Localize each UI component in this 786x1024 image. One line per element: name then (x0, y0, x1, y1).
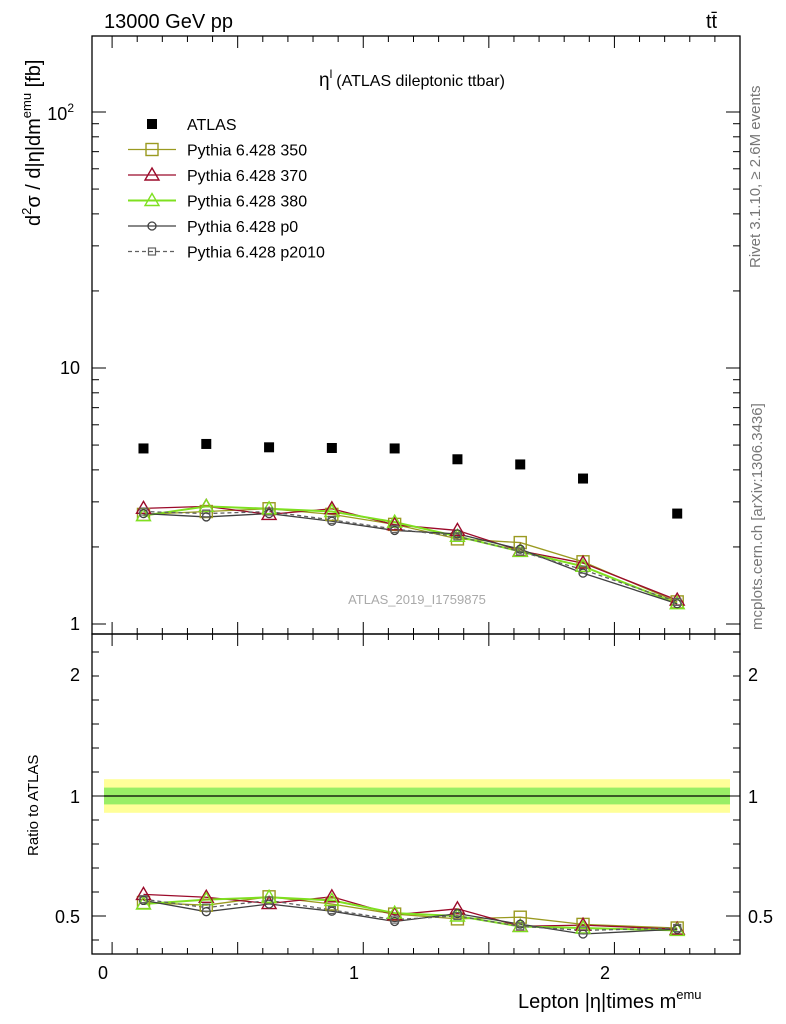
point-data-3 (326, 442, 337, 453)
ratio-band (104, 779, 730, 813)
ratio-ytick-2-right: 2 (748, 665, 758, 685)
ratio-point-p370-5 (449, 900, 466, 915)
ratio-ticks (92, 634, 741, 954)
point-p380-1 (198, 498, 215, 513)
series-line-p0 (143, 512, 678, 605)
point-p2010-6 (516, 547, 525, 556)
rivet-label: Rivet 3.1.10, ≥ 2.6M events (747, 86, 764, 269)
series-line-p380 (143, 505, 678, 605)
main-panel: ηl (ATLAS dileptonic ttbar) ATLAS_2019_I1… (19, 35, 741, 635)
point-p370-7 (574, 554, 592, 569)
ytick-label-1: 1 (70, 614, 80, 634)
point-data-5 (452, 454, 463, 465)
ratio-ytick-0.5-right: 0.5 (748, 907, 773, 927)
point-p2010-0 (139, 507, 148, 516)
mcplots-label: mcplots.cern.ch [arXiv:1306.3436] (749, 403, 766, 630)
main-marks (135, 438, 686, 610)
ratio-point-p2010-7 (578, 926, 588, 935)
ratio-point-p380-2 (260, 888, 278, 903)
main-ylabel: d2σ / d|η|dmemu [fb] (19, 60, 45, 226)
point-p380-4 (386, 513, 403, 528)
point-p350-6 (513, 535, 527, 550)
legend-marker-p350 (145, 142, 159, 157)
ratio-line-p380 (143, 896, 678, 932)
ratio-point-p2010-0 (139, 895, 148, 904)
ratio-line-p0 (143, 899, 678, 935)
ratio-point-p370-3 (323, 888, 341, 903)
point-p2010-3 (327, 515, 336, 525)
legend-marker-p0 (147, 221, 157, 231)
watermark: ATLAS_2019_I1759875 (348, 592, 486, 607)
point-p2010-1 (202, 509, 211, 518)
ytick-label-100: 102 (47, 101, 74, 124)
point-p370-4 (386, 516, 403, 531)
xtick-2: 2 (600, 963, 610, 983)
point-p380-7 (574, 557, 592, 573)
ratio-marks (135, 886, 686, 939)
point-data-7 (578, 473, 589, 484)
point-data-4 (389, 443, 400, 454)
legend-marker-p380 (143, 192, 161, 207)
ratio-line-p350 (143, 896, 678, 929)
xtick-1: 1 (349, 963, 359, 983)
xtick-0: 0 (98, 963, 108, 983)
ratio-point-p370-1 (198, 888, 215, 903)
point-p2010-4 (390, 524, 399, 534)
point-p2010-5 (453, 532, 462, 541)
ratio-point-p2010-5 (453, 911, 462, 921)
legend-label-data: ATLAS (187, 117, 237, 134)
ratio-point-p370-4 (386, 906, 403, 921)
ratio-ytick-1: 1 (70, 787, 80, 807)
legend-label-p350: Pythia 6.428 350 (187, 143, 307, 160)
legend-label-p380: Pythia 6.428 380 (187, 194, 307, 211)
ratio-point-p2010-8 (673, 923, 682, 933)
ratio-point-p2010-6 (516, 922, 525, 931)
point-p370-0 (135, 499, 152, 515)
legend-marker-data (147, 119, 157, 129)
ratio-panel: 2 1 0.5 2 1 0.5 Ratio to ATLAS 0 1 2 Lep… (25, 633, 773, 1013)
ratio-point-p370-0 (135, 886, 152, 901)
ratio-ytick-2: 2 (70, 665, 80, 685)
ratio-point-p2010-1 (202, 903, 211, 912)
series-line-p350 (143, 508, 678, 603)
ratio-point-p2010-4 (390, 915, 399, 924)
point-p2010-2 (264, 507, 274, 516)
point-data-8 (672, 508, 683, 519)
main-ticks (92, 36, 741, 634)
point-data-0 (138, 443, 149, 454)
legend-label-p0: Pythia 6.428 p0 (187, 219, 298, 236)
ratio-ytick-0.5: 0.5 (55, 907, 80, 927)
header-left: 13000 GeV pp (104, 11, 233, 33)
legend-marker-p2010 (147, 247, 157, 256)
ratio-ytick-1-right: 1 (748, 787, 758, 807)
ratio-point-p2010-3 (327, 905, 336, 915)
xlabel: Lepton |η|times memu (518, 987, 702, 1013)
legend-marker-p370 (143, 166, 161, 181)
ratio-point-p380-3 (323, 892, 341, 907)
ratio-frame (91, 633, 741, 955)
header-right: tt̄ (706, 11, 718, 33)
legend-label-p2010: Pythia 6.428 p2010 (187, 245, 325, 262)
series-line-p2010 (143, 510, 678, 603)
point-data-1 (201, 438, 212, 449)
point-p370-3 (323, 500, 341, 515)
ratio-ylabel: Ratio to ATLAS (25, 755, 42, 856)
series-line-p370 (143, 505, 678, 601)
point-data-2 (264, 442, 275, 453)
legend: ATLAS Pythia 6.428 350 Pythia 6.428 370 Pyt… (128, 117, 325, 262)
point-data-6 (515, 459, 526, 470)
point-p2010-7 (578, 565, 588, 574)
ytick-label-10: 10 (60, 358, 80, 378)
legend-label-p370: Pythia 6.428 370 (187, 168, 307, 185)
point-p370-5 (449, 522, 466, 537)
ratio-point-p2010-2 (264, 896, 274, 905)
main-title: ηl (ATLAS dileptonic ttbar) (319, 67, 505, 91)
point-p2010-8 (673, 597, 682, 606)
